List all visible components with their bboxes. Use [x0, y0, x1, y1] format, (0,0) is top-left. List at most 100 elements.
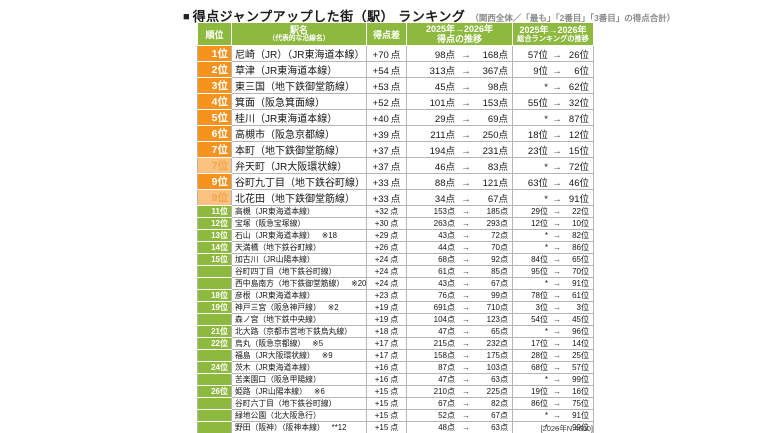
- table-row: 19位 神戸三宮（阪急神戸線） ※2 +19 点 691点 → 710点 3位 → 3位: [197, 301, 594, 314]
- overall-rank-from: *: [544, 113, 548, 125]
- score-diff-unit: 点: [390, 145, 401, 157]
- page-title: 得点ジャンプアップした街（駅） ランキング: [192, 9, 466, 24]
- overall-rank-from: 95位: [531, 267, 548, 276]
- overall-rank-from: 19位: [531, 387, 548, 396]
- arrow-icon: →: [553, 327, 561, 336]
- arrow-icon: →: [553, 219, 561, 228]
- score-to: 225点: [486, 387, 508, 396]
- score-diff-value: +70: [372, 49, 389, 61]
- score-transition-cell: 67点 → 82点: [406, 397, 513, 410]
- score-diff-cell: +19 点: [366, 313, 407, 326]
- overall-transition-cell: * → 86位: [512, 241, 594, 254]
- arrow-icon: →: [462, 279, 470, 288]
- overall-rank-to: 72位: [568, 161, 589, 173]
- arrow-icon: →: [553, 423, 561, 432]
- station-cell: 尼崎（JR）（JR東海道本線）**1: [231, 45, 367, 62]
- score-transition-cell: 61点 → 85点: [406, 265, 513, 278]
- score-diff-unit: 点: [390, 303, 399, 312]
- arrow-icon: →: [461, 81, 471, 93]
- station-name: 桂川（JR東海道本線）: [235, 114, 338, 125]
- overall-rank-to: 82位: [572, 231, 589, 240]
- overall-rank-from: 28位: [531, 351, 548, 360]
- overall-rank-to: 86位: [572, 243, 589, 252]
- page-subtitle: （関西全体／「最も」「2番目」「3番目」の得点合計）: [470, 13, 676, 23]
- page-title-row: ■ 得点ジャンプアップした街（駅） ランキング （関西全体／「最も」「2番目」「3番…: [183, 6, 675, 26]
- score-diff-unit: 点: [390, 267, 399, 276]
- col-header-rank: 順位: [197, 22, 232, 46]
- overall-rank-from: *: [544, 193, 548, 205]
- col-header-overall-years: 2025年→2026年: [519, 24, 587, 35]
- station-name: 宝塚（阪急宝塚線）: [235, 219, 306, 228]
- score-diff-value: +37: [372, 161, 389, 173]
- score-diff-value: +24: [374, 267, 389, 276]
- overall-rank-from: *: [544, 243, 548, 252]
- station-cell: 西中島南方（地下鉄御堂筋線） ※20: [231, 277, 367, 290]
- score-diff-value: +32: [374, 207, 389, 216]
- score-diff-unit: 点: [390, 81, 401, 93]
- overall-rank-from: *: [544, 81, 548, 93]
- arrow-icon: →: [462, 207, 470, 216]
- score-diff-cell: +32 点: [366, 205, 407, 218]
- overall-rank-to: 91位: [572, 411, 589, 420]
- col-header-overall-label: 総合ランキングの推移: [517, 34, 589, 44]
- table-row: 苦楽園口（阪急甲陽線） +16 点 47点 → 63点 * → 99位: [197, 373, 594, 386]
- table-row: 15位 加古川（JR山陽本線） +24 点 68点 → 92点 84位 → 65位: [197, 253, 594, 266]
- station-name: 谷町六丁目（地下鉄谷町線）: [235, 399, 337, 408]
- arrow-icon: →: [461, 193, 471, 205]
- table-row: 22位 烏丸（阪急京都線） ※5 +17 点 215点 → 232点 17位 → 14位: [197, 337, 594, 350]
- arrow-icon: →: [553, 207, 561, 216]
- station-name: 森ノ宮（地下鉄中央線）: [235, 315, 321, 324]
- overall-rank-to: 6位: [574, 65, 589, 77]
- table-row: 谷町六丁目（地下鉄谷町線） +15 点 67点 → 82点 86位 → 75位: [197, 397, 594, 410]
- arrow-icon: →: [553, 351, 561, 360]
- station-name: 姫路（JR山陽本線）: [235, 387, 307, 396]
- overall-rank-to: 46位: [568, 177, 589, 189]
- rank-cell: 22位: [197, 337, 232, 350]
- table-row: 西中島南方（地下鉄御堂筋線） ※20 +24 点 43点 → 67点 * → 91位: [197, 277, 594, 290]
- score-to: 232点: [486, 339, 508, 348]
- overall-rank-from: *: [544, 279, 548, 288]
- score-transition-cell: 52点 → 67点: [406, 409, 513, 422]
- score-to: 65点: [491, 327, 508, 336]
- col-header-station-sublabel: （代表的な沿線名）: [268, 35, 330, 43]
- overall-rank-to: 61位: [572, 291, 589, 300]
- score-from: 87点: [438, 363, 455, 372]
- station-name: 西中島南方（地下鉄御堂筋線）: [235, 279, 345, 288]
- overall-rank-from: 12位: [531, 219, 548, 228]
- score-transition-cell: 47点 → 63点: [406, 373, 513, 386]
- arrow-icon: →: [462, 303, 470, 312]
- overall-rank-to: 62位: [568, 81, 589, 93]
- overall-rank-from: 86位: [531, 399, 548, 408]
- score-diff-unit: 点: [390, 193, 401, 205]
- score-diff-cell: +23 点: [366, 289, 407, 302]
- station-name: 草津（JR東海道本線）: [235, 66, 338, 77]
- arrow-icon: →: [553, 339, 561, 348]
- station-cell: 彦根（JR東海道本線）: [231, 289, 367, 302]
- ranking-table: 順位 駅名 （代表的な沿線名） 得点差 2025年→2026年 得点の推移 20: [197, 22, 594, 433]
- overall-rank-from: 84位: [531, 255, 548, 264]
- score-diff-cell: +37 点: [366, 141, 407, 158]
- score-transition-cell: 263点 → 293点: [406, 217, 513, 230]
- score-to: 67点: [487, 193, 508, 205]
- score-diff-value: +19: [374, 315, 389, 324]
- table-row: 21位 北大路（京都市営地下鉄烏丸線） +18 点 47点 → 65点 * → 96位: [197, 325, 594, 338]
- ranking-table-body: 1位尼崎（JR）（JR東海道本線）**1+70点98点→168点57位→26位2…: [197, 45, 594, 433]
- score-to: 69点: [487, 113, 508, 125]
- score-diff-cell: +30 点: [366, 217, 407, 230]
- score-transition-cell: 104点 → 123点: [406, 313, 513, 326]
- station-cell: 東三国（地下鉄御堂筋線）: [231, 77, 367, 94]
- station-name: 北大路（京都市営地下鉄烏丸線）: [235, 327, 352, 336]
- col-header-score-years: 2025年→2026年: [425, 23, 494, 34]
- col-header-station: 駅名 （代表的な沿線名）: [231, 22, 367, 46]
- overall-transition-cell: * → 96位: [512, 325, 594, 338]
- rank-cell: 1位: [197, 45, 232, 62]
- score-diff-value: +18: [374, 327, 389, 336]
- score-diff-unit: 点: [390, 255, 399, 264]
- score-from: 101点: [429, 97, 455, 109]
- station-name: 東三国（地下鉄御堂筋線）: [235, 82, 355, 93]
- score-diff-unit: 点: [390, 49, 401, 61]
- score-from: 29点: [434, 113, 455, 125]
- score-diff-unit: 点: [390, 315, 399, 324]
